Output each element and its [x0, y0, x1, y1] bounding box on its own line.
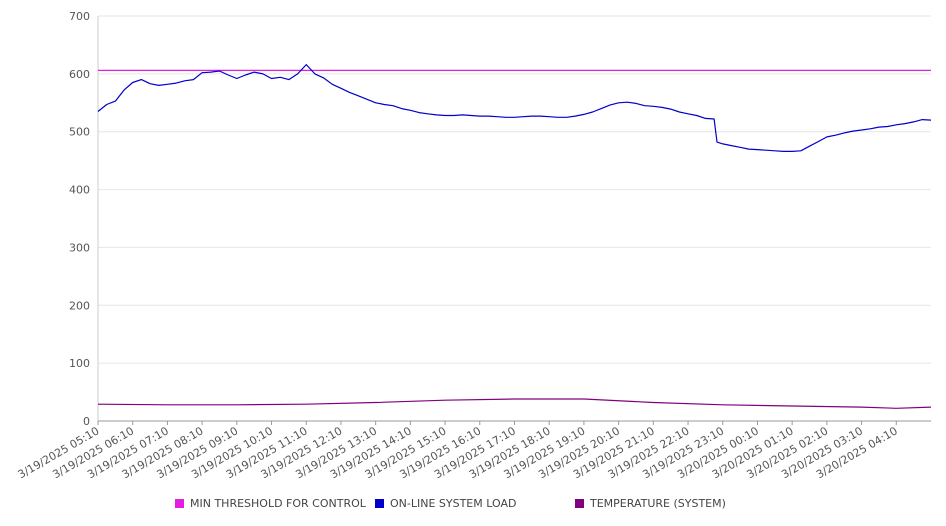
legend-label-load: ON-LINE SYSTEM LOAD — [390, 497, 517, 510]
legend-swatch-temperature — [575, 499, 584, 508]
legend: MIN THRESHOLD FOR CONTROL ON-LINE SYSTEM… — [0, 497, 946, 515]
series-line-1 — [97, 63, 932, 152]
y-axis-ticks: 0 100 200 300 400 500 600 700 — [69, 10, 90, 428]
series-lines — [97, 63, 932, 409]
series-line-2 — [97, 398, 932, 409]
y-tick-label: 200 — [69, 299, 90, 312]
legend-item-load: ON-LINE SYSTEM LOAD — [375, 497, 516, 510]
y-tick-label: 500 — [69, 126, 90, 139]
y-tick-label: 300 — [69, 241, 90, 254]
x-axis-ticks: 3/19/2025 05:103/19/2025 06:103/19/2025 … — [16, 421, 900, 481]
y-tick-label: 600 — [69, 68, 90, 81]
legend-label-temperature: TEMPERATURE (SYSTEM) — [590, 497, 726, 510]
legend-swatch-threshold — [175, 499, 184, 508]
legend-item-temperature: TEMPERATURE (SYSTEM) — [575, 497, 726, 510]
axes — [97, 16, 931, 422]
legend-item-threshold: MIN THRESHOLD FOR CONTROL — [175, 497, 366, 510]
legend-swatch-load — [375, 499, 384, 508]
y-tick-label: 400 — [69, 184, 90, 197]
y-tick-label: 100 — [69, 357, 90, 370]
y-tick-label: 700 — [69, 10, 90, 23]
legend-label-threshold: MIN THRESHOLD FOR CONTROL — [190, 497, 366, 510]
grid-lines — [98, 15, 931, 364]
y-tick-label: 0 — [83, 415, 90, 428]
